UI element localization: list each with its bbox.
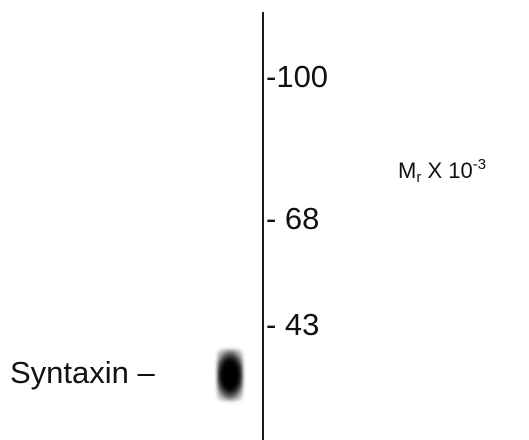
molecular-weight-unit-label: Mr X 10-3 <box>398 157 486 185</box>
mr-multiplier: X 10 <box>421 158 473 183</box>
syntaxin-band <box>217 349 243 401</box>
mr-exponent: -3 <box>472 156 487 173</box>
marker-68: - 68 <box>266 201 320 236</box>
marker-43: - 43 <box>266 307 320 342</box>
lane-divider-line <box>262 12 264 440</box>
mr-main: M <box>398 158 417 183</box>
syntaxin-band-label: Syntaxin – <box>10 355 155 390</box>
mr-subscript: r <box>416 169 422 186</box>
marker-100: -100 <box>266 59 329 94</box>
